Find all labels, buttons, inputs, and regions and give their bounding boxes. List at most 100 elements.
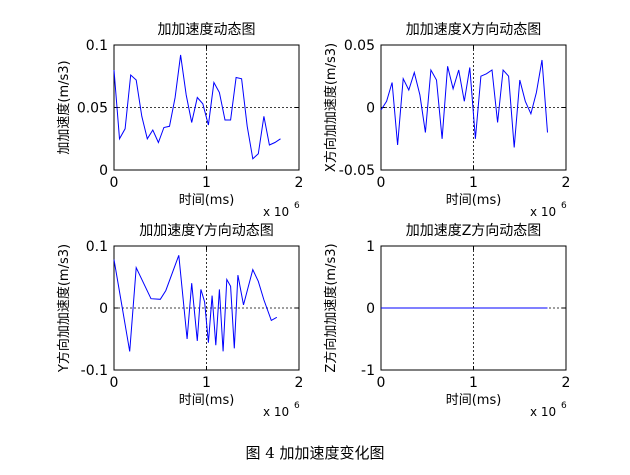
x-axis-exponent-power: 6 xyxy=(561,401,567,411)
data-point xyxy=(408,89,409,90)
data-point xyxy=(469,67,470,68)
data-point xyxy=(158,142,159,143)
data-point xyxy=(178,255,179,256)
data-point xyxy=(252,158,253,159)
data-point xyxy=(224,119,225,120)
x-axis-exponent-power: 6 xyxy=(294,401,300,411)
data-point xyxy=(380,109,381,110)
data-point xyxy=(258,153,259,154)
x-axis-exponent: x 10 xyxy=(263,405,289,419)
data-point xyxy=(208,124,209,125)
figure-caption: 图 4 加加速度变化图 xyxy=(245,444,385,462)
data-point xyxy=(491,69,492,70)
x-axis-exponent: x 10 xyxy=(263,205,289,219)
data-point xyxy=(425,132,426,133)
data-point xyxy=(130,74,131,75)
data-point xyxy=(113,259,114,260)
x-tick-label: 2 xyxy=(562,175,571,191)
data-point xyxy=(119,138,120,139)
x-tick-label: 0 xyxy=(377,375,386,391)
data-point xyxy=(436,79,437,80)
data-point xyxy=(503,69,504,70)
data-point xyxy=(122,307,123,308)
y-tick-label: 0.1 xyxy=(86,38,108,54)
y-tick-label: 0.1 xyxy=(86,239,108,255)
x-tick-label: 0 xyxy=(377,175,386,191)
chart-title: 加加速度动态图 xyxy=(158,22,256,38)
y-tick-label: 0 xyxy=(366,301,375,317)
data-point xyxy=(160,299,161,300)
data-point xyxy=(213,82,214,83)
data-point xyxy=(263,299,264,300)
data-point xyxy=(403,78,404,79)
data-point xyxy=(269,144,270,145)
data-point xyxy=(230,119,231,120)
data-point xyxy=(547,132,548,133)
x-axis-label: 时间(ms) xyxy=(446,193,502,208)
data-point xyxy=(497,122,498,123)
data-point xyxy=(136,79,137,80)
y-tick-label: 0 xyxy=(366,101,375,117)
x-tick-label: 2 xyxy=(295,375,304,391)
data-point xyxy=(514,147,515,148)
data-point xyxy=(180,54,181,55)
data-point xyxy=(536,92,537,93)
y-axis-label: X方向加加速度(m/s3) xyxy=(323,43,339,172)
data-point xyxy=(169,126,170,127)
data-point xyxy=(414,72,415,73)
data-point xyxy=(223,351,224,352)
data-point xyxy=(236,77,237,78)
data-point xyxy=(486,73,487,74)
data-point xyxy=(226,279,227,280)
data-point xyxy=(530,113,531,114)
series-line xyxy=(380,59,548,148)
chart-title: 加加速度Z方向动态图 xyxy=(406,223,542,239)
data-point xyxy=(197,340,198,341)
data-point xyxy=(163,127,164,128)
x-axis-label: 时间(ms) xyxy=(179,393,235,408)
data-point xyxy=(458,69,459,70)
data-point xyxy=(541,59,542,60)
chart-title: 加加速度Y方向动态图 xyxy=(139,223,274,239)
data-point xyxy=(219,92,220,93)
data-point xyxy=(525,101,526,102)
series-line xyxy=(113,255,278,352)
data-point xyxy=(136,267,137,268)
y-tick-label: 0.05 xyxy=(344,38,375,54)
data-point xyxy=(397,144,398,145)
data-point xyxy=(197,97,198,98)
y-tick-label: -0.05 xyxy=(339,163,375,179)
data-point xyxy=(200,289,201,290)
data-point xyxy=(129,351,130,352)
data-point xyxy=(258,281,259,282)
data-point xyxy=(447,66,448,67)
x-axis-label: 时间(ms) xyxy=(179,193,235,208)
y-axis-label: 加加速度(m/s3) xyxy=(56,60,72,154)
x-tick-label: 1 xyxy=(202,175,211,191)
data-point xyxy=(386,101,387,102)
data-point xyxy=(191,283,192,284)
y-axis-label: Y方向加加速度(m/s3) xyxy=(56,244,72,373)
data-point xyxy=(187,338,188,339)
data-point xyxy=(430,69,431,70)
y-tick-label: 1 xyxy=(366,239,375,255)
data-point xyxy=(241,78,242,79)
data-point xyxy=(547,307,548,308)
data-point xyxy=(392,82,393,83)
y-axis-label: Z方向加加速度(m/s3) xyxy=(323,243,339,372)
data-point xyxy=(208,342,209,343)
data-point xyxy=(480,76,481,77)
data-point xyxy=(263,116,264,117)
data-point xyxy=(147,138,148,139)
data-point xyxy=(252,269,253,270)
data-point xyxy=(380,307,381,308)
data-point xyxy=(230,286,231,287)
data-point xyxy=(175,97,176,98)
data-point xyxy=(247,126,248,127)
x-tick-label: 0 xyxy=(110,375,119,391)
y-tick-label: 0 xyxy=(99,163,108,179)
